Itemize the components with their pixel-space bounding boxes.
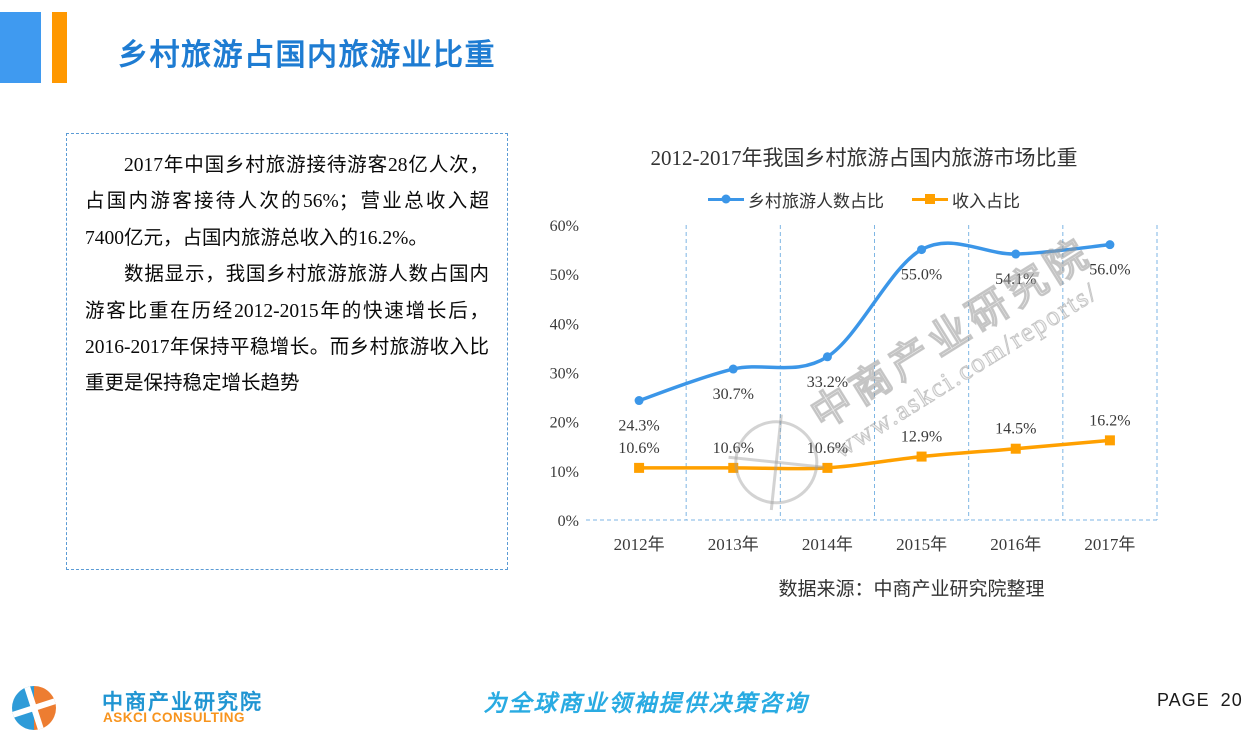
askci-logo-icon	[12, 686, 56, 730]
y-tick-label: 20%	[550, 415, 579, 432]
data-source: 数据来源：中商产业研究院整理	[778, 579, 1045, 600]
x-axis-label: 2012年	[614, 535, 665, 554]
data-label: 30.7%	[713, 386, 754, 403]
data-point	[728, 462, 739, 473]
y-tick-label: 30%	[550, 366, 579, 383]
data-label: 14.5%	[995, 421, 1036, 438]
data-point	[1011, 249, 1021, 259]
data-point	[1010, 443, 1021, 454]
x-axis-label: 2014年	[802, 535, 853, 554]
legend-item-visitor-share: 乡村旅游人数占比	[708, 187, 884, 212]
data-label: 24.3%	[618, 418, 659, 435]
x-axis-label: 2015年	[896, 535, 947, 554]
y-tick-label: 40%	[550, 316, 579, 333]
legend-item-revenue-share: 收入占比	[912, 187, 1020, 212]
data-label: 10.6%	[807, 440, 848, 457]
data-point	[1105, 240, 1115, 250]
chart-title: 2012-2017年我国乡村旅游占国内旅游市场比重	[650, 146, 1078, 170]
footer-slogan: 为全球商业领袖提供决策咨询	[483, 691, 809, 716]
data-label: 54.1%	[995, 271, 1036, 288]
footer-logo-subtitle: ASKCI CONSULTING	[103, 710, 245, 725]
data-label: 55.0%	[901, 267, 942, 284]
legend-line-marker-icon	[708, 194, 744, 204]
y-tick-label: 60%	[550, 218, 579, 235]
legend-label-visitor-share: 乡村旅游人数占比	[748, 191, 884, 211]
x-axis-label: 2013年	[708, 535, 759, 554]
data-label: 12.9%	[901, 429, 942, 446]
data-point	[822, 462, 833, 473]
footer-logo-name: 中商产业研究院	[102, 690, 263, 714]
deco-blue-rect	[0, 12, 41, 83]
series-line-1	[637, 438, 1112, 471]
data-label: 56.0%	[1089, 262, 1130, 279]
x-axis-label: 2016年	[990, 535, 1041, 554]
data-label: 33.2%	[807, 374, 848, 391]
legend-line-marker-icon	[912, 194, 948, 204]
data-point	[916, 451, 927, 462]
deco-orange-bar	[52, 12, 67, 83]
summary-paragraph-2: 数据显示，我国乡村旅游旅游人数占国内游客比重在历经2012-2015年的快速增长…	[85, 264, 489, 395]
summary-paragraph-1: 2017年中国乡村旅游接待游客28亿人次，占国内游客接待人次的56%；营业总收入…	[85, 155, 489, 249]
data-label: 10.6%	[713, 440, 754, 457]
data-label: 10.6%	[618, 440, 659, 457]
data-point	[1104, 435, 1115, 446]
data-point	[634, 396, 644, 406]
data-point	[634, 462, 645, 473]
summary-textbox: 2017年中国乡村旅游接待游客28亿人次，占国内游客接待人次的56%；营业总收入…	[66, 133, 508, 570]
y-tick-label: 50%	[550, 267, 579, 284]
series-line-0	[637, 241, 1112, 403]
chart-block: 2012-2017年我国乡村旅游占国内旅游市场比重 乡村旅游人数占比 收入占比 …	[528, 140, 1200, 601]
data-point	[728, 364, 738, 374]
line-chart: 0% 10% 20% 30% 40% 50% 60% 2012年 2013年 2014年 2015年…	[550, 218, 1158, 554]
data-point	[917, 245, 927, 255]
data-point	[822, 352, 832, 362]
data-label: 16.2%	[1089, 412, 1130, 429]
legend-label-revenue-share: 收入占比	[952, 191, 1020, 211]
legend-circle-marker-icon	[721, 194, 731, 204]
legend-square-marker-icon	[925, 194, 935, 204]
chart-legend: 乡村旅游人数占比 收入占比	[528, 187, 1200, 212]
page-title: 乡村旅游占国内旅游业比重	[118, 39, 496, 72]
y-tick-label: 0%	[558, 513, 579, 530]
y-tick-label: 10%	[550, 464, 579, 481]
page-number: PAGE 20	[1157, 690, 1243, 710]
x-axis-label: 2017年	[1084, 535, 1135, 554]
